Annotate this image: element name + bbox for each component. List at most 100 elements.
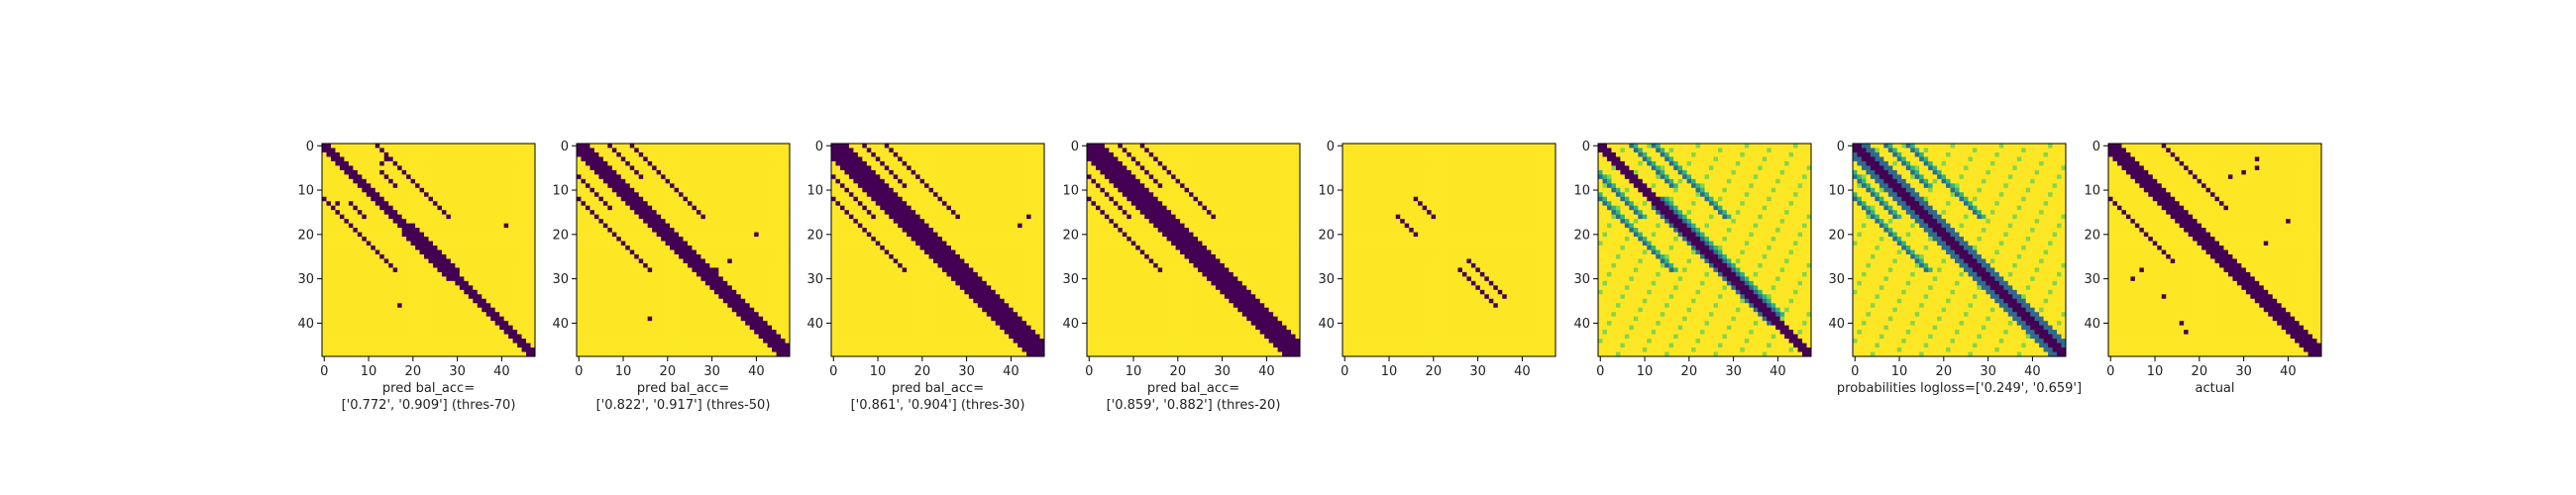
heatmap-cell [490, 187, 496, 193]
heatmap-cell [330, 343, 336, 348]
heatmap-cell [611, 253, 617, 259]
heatmap-cell [424, 325, 429, 331]
heatmap-cell [602, 316, 608, 322]
heatmap-cell [446, 330, 452, 336]
heatmap-cell [388, 223, 394, 229]
heatmap-cell [473, 316, 479, 322]
heatmap-cell [362, 232, 368, 238]
heatmap-cell [499, 228, 505, 233]
heatmap-cell [709, 246, 715, 250]
heatmap-cell [379, 289, 385, 295]
heatmap-cell [740, 280, 746, 286]
heatmap-cell [700, 276, 706, 282]
heatmap-cell [607, 169, 613, 175]
heatmap-cell [696, 169, 701, 175]
heatmap-cell [473, 339, 479, 344]
heatmap-cell [785, 174, 791, 180]
heatmap-cell [670, 330, 675, 336]
heatmap-cell [652, 298, 658, 304]
heatmap-cell [419, 271, 425, 277]
heatmap-cell [446, 151, 452, 157]
heatmap-cell [661, 347, 666, 352]
heatmap-cell [696, 148, 701, 153]
heatmap-cell [831, 169, 836, 175]
heatmap-cell [866, 165, 872, 171]
heatmap-cell [634, 201, 640, 207]
heatmap-cell [638, 285, 644, 291]
heatmap-cell [371, 223, 376, 229]
heatmap-cell [661, 183, 666, 189]
heatmap-cell [371, 343, 376, 348]
heatmap-cell [326, 262, 332, 268]
heatmap-cell [674, 276, 680, 282]
heatmap-cell [629, 228, 635, 233]
heatmap-cell [740, 214, 746, 220]
heatmap-cell [731, 246, 737, 250]
heatmap-cell [441, 285, 447, 291]
heatmap-cell [388, 246, 394, 250]
heatmap-cell [625, 183, 631, 189]
heatmap-cell [415, 303, 420, 309]
heatmap-cell [437, 165, 443, 171]
heatmap-cell [392, 151, 398, 157]
heatmap-cell [727, 148, 733, 153]
heatmap-cell [401, 214, 407, 220]
heatmap-cell [696, 201, 701, 207]
heatmap-cell [661, 294, 666, 300]
heatmap-cell [577, 347, 582, 352]
heatmap-cell [464, 262, 470, 268]
heatmap-cell [713, 246, 719, 250]
heatmap-cell [530, 294, 536, 300]
heatmap-cell [357, 285, 363, 291]
heatmap-cell [348, 280, 354, 286]
heatmap-cell [357, 219, 363, 225]
heatmap-cell [665, 298, 671, 304]
heatmap-cell [366, 169, 372, 175]
heatmap-cell [424, 289, 429, 295]
heatmap-cell [375, 321, 380, 327]
heatmap-cell [889, 165, 895, 171]
heatmap-cell [687, 210, 693, 216]
heatmap-cell [428, 321, 434, 327]
heatmap-cell [530, 183, 536, 189]
heatmap-cell [781, 334, 786, 340]
heatmap-cell [767, 246, 773, 250]
heatmap-cell [441, 276, 447, 282]
heatmap-cell [344, 280, 350, 286]
heatmap-cell [638, 343, 644, 348]
heatmap-cell [432, 205, 438, 211]
heatmap-cell [322, 312, 327, 318]
heatmap-cell [692, 148, 698, 153]
heatmap-cell [468, 219, 474, 225]
heatmap-cell [432, 271, 438, 277]
heatmap-cell [643, 253, 649, 259]
heatmap-cell [598, 205, 604, 211]
heatmap-cell [607, 249, 613, 255]
heatmap-cell [616, 246, 622, 250]
heatmap-cell [375, 165, 380, 171]
heatmap-cell [585, 232, 590, 238]
heatmap-cell [401, 151, 407, 157]
heatmap-cell [353, 312, 359, 318]
heatmap-cell [700, 347, 706, 352]
heatmap-cell [611, 241, 617, 247]
heatmap-cell [419, 253, 425, 259]
heatmap-cell [428, 160, 434, 166]
heatmap-cell [383, 201, 389, 207]
heatmap-cell [521, 151, 527, 157]
heatmap-cell [335, 228, 341, 233]
heatmap-cell [339, 196, 345, 202]
heatmap-cell [620, 160, 626, 166]
heatmap-cell [508, 294, 514, 300]
heatmap-cell [357, 262, 363, 268]
heatmap-cell [482, 151, 487, 157]
heatmap-cell [375, 347, 380, 352]
heatmap-cell [709, 262, 715, 268]
heatmap-cell [379, 298, 385, 304]
heatmap-cell [521, 312, 527, 318]
heatmap-cell [758, 289, 764, 295]
heatmap-cell [643, 219, 649, 225]
heatmap-cell [740, 253, 746, 259]
heatmap-cell [335, 347, 341, 352]
heatmap-cell [581, 321, 587, 327]
